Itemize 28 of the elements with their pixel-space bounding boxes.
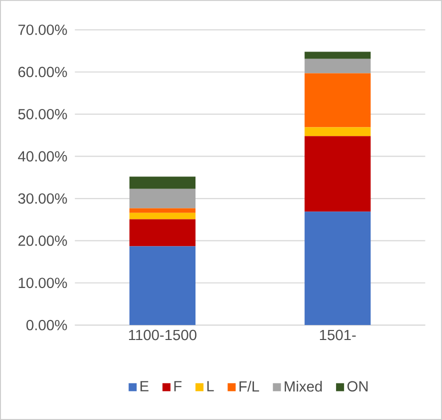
legend-label: L — [207, 381, 214, 392]
bar — [304, 52, 371, 59]
x-tick-label: 1501- — [320, 330, 356, 340]
bar — [129, 208, 196, 213]
bar — [129, 212, 196, 220]
y-tick-label: 0.00% — [26, 320, 67, 330]
legend-label: E — [140, 381, 148, 392]
legend-label: F — [174, 381, 182, 392]
y-tick-label: 10.00% — [18, 278, 67, 288]
y-tick-label: 40.00% — [18, 151, 67, 162]
bar — [129, 219, 196, 246]
y-tick-label: 60.00% — [18, 66, 67, 78]
bar — [129, 176, 196, 189]
bar — [129, 246, 196, 326]
y-tick-label: 30.00% — [18, 193, 67, 204]
y-tick-label: 70.00% — [18, 24, 67, 36]
y-tick-label: 50.00% — [18, 108, 67, 120]
bar — [304, 73, 371, 128]
legend-label: F/L — [240, 380, 260, 392]
bar — [304, 212, 371, 326]
bar — [129, 188, 196, 208]
y-tick-label: 20.00% — [18, 236, 67, 246]
x-tick-label: 1100-1500 — [129, 330, 196, 340]
bar — [304, 127, 371, 136]
bar — [304, 58, 371, 74]
legend-label: ON — [347, 381, 368, 392]
legend-label: Mixed — [284, 380, 322, 392]
bar — [304, 136, 371, 212]
